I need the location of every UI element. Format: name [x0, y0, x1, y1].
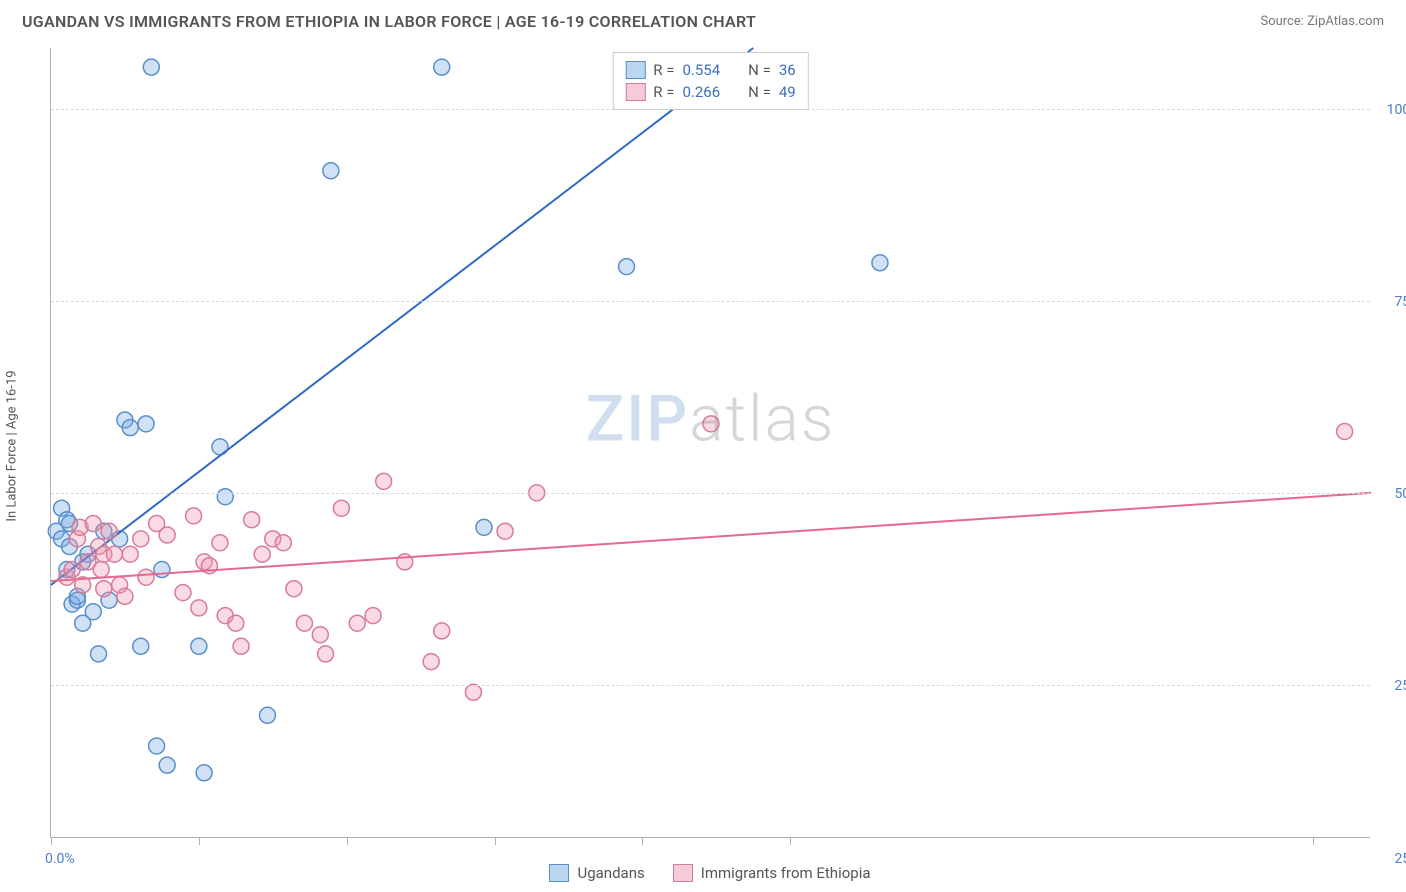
y-tick-label: 100.0% — [1376, 102, 1406, 118]
data-point — [619, 259, 635, 275]
legend-swatch — [549, 864, 569, 882]
n-label: N = — [748, 83, 771, 101]
x-tick — [790, 837, 791, 845]
trend-line — [51, 493, 1371, 581]
data-point — [122, 420, 138, 436]
legend-swatch — [673, 864, 693, 882]
data-point — [465, 684, 481, 700]
n-value: 49 — [779, 83, 796, 101]
data-point — [233, 638, 249, 654]
data-point — [175, 585, 191, 601]
legend-item: Immigrants from Ethiopia — [673, 864, 871, 882]
series-legend: Ugandans Immigrants from Ethiopia — [50, 864, 1370, 882]
x-tick-label-max: 25.0% — [1376, 851, 1406, 867]
y-tick-label: 25.0% — [1376, 678, 1406, 694]
data-point — [149, 738, 165, 754]
data-point — [365, 608, 381, 624]
trend-line — [51, 48, 753, 585]
data-point — [64, 562, 80, 578]
legend-row: R = 0.266 N = 49 — [625, 81, 795, 103]
data-point — [212, 535, 228, 551]
data-point — [259, 707, 275, 723]
data-point — [106, 546, 122, 562]
legend-label: Ugandans — [577, 864, 644, 882]
x-tick — [642, 837, 643, 845]
chart-area: ZIPatlas R =0.554N =36R =0.266N =49 25.0… — [50, 48, 1370, 838]
data-point — [275, 535, 291, 551]
data-point — [434, 59, 450, 75]
data-point — [244, 512, 260, 528]
data-point — [91, 646, 107, 662]
gridline: 75.0% — [51, 301, 1370, 302]
legend-label: Immigrants from Ethiopia — [701, 864, 871, 882]
data-point — [159, 527, 175, 543]
data-point — [497, 523, 513, 539]
data-point — [191, 600, 207, 616]
y-tick-label: 50.0% — [1376, 486, 1406, 502]
x-tick — [495, 837, 496, 845]
data-point — [122, 546, 138, 562]
r-value: 0.266 — [682, 83, 720, 101]
data-point — [154, 562, 170, 578]
data-point — [138, 416, 154, 432]
data-point — [376, 473, 392, 489]
data-point — [434, 623, 450, 639]
x-tick — [347, 837, 348, 845]
legend-swatch — [625, 61, 645, 79]
x-tick — [1313, 837, 1314, 845]
data-point — [85, 516, 101, 532]
source-label: Source: ZipAtlas.com — [1260, 14, 1384, 29]
plot-svg — [51, 48, 1370, 837]
data-point — [1337, 423, 1353, 439]
n-label: N = — [748, 61, 771, 79]
data-point — [85, 604, 101, 620]
legend-swatch — [625, 83, 645, 101]
data-point — [191, 638, 207, 654]
data-point — [196, 765, 212, 781]
data-point — [423, 654, 439, 670]
chart-title: UGANDAN VS IMMIGRANTS FROM ETHIOPIA IN L… — [22, 12, 756, 31]
data-point — [143, 59, 159, 75]
data-point — [133, 638, 149, 654]
data-point — [323, 163, 339, 179]
data-point — [133, 531, 149, 547]
data-point — [312, 627, 328, 643]
r-label: R = — [653, 61, 674, 79]
data-point — [186, 508, 202, 524]
data-point — [703, 416, 719, 432]
gridline: 25.0% — [51, 685, 1370, 686]
data-point — [96, 581, 112, 597]
data-point — [228, 615, 244, 631]
data-point — [318, 646, 334, 662]
data-point — [117, 588, 133, 604]
x-tick — [199, 837, 200, 845]
data-point — [286, 581, 302, 597]
gridline: 50.0% — [51, 493, 1370, 494]
data-point — [138, 569, 154, 585]
r-label: R = — [653, 83, 674, 101]
data-point — [349, 615, 365, 631]
correlation-legend: R = 0.554 N = 36 R = 0.266 N = 49 — [612, 52, 808, 110]
y-tick-label: 75.0% — [1376, 294, 1406, 310]
legend-row: R = 0.554 N = 36 — [625, 59, 795, 81]
data-point — [159, 757, 175, 773]
data-point — [296, 615, 312, 631]
data-point — [101, 523, 117, 539]
r-value: 0.554 — [682, 61, 720, 79]
data-point — [93, 562, 109, 578]
x-tick — [51, 837, 52, 845]
data-point — [872, 255, 888, 271]
y-axis-label: In Labor Force | Age 16-19 — [5, 370, 20, 521]
n-value: 36 — [779, 61, 796, 79]
data-point — [254, 546, 270, 562]
data-point — [217, 489, 233, 505]
data-point — [333, 500, 349, 516]
data-point — [476, 519, 492, 535]
legend-item: Ugandans — [549, 864, 644, 882]
header: UGANDAN VS IMMIGRANTS FROM ETHIOPIA IN L… — [0, 0, 1406, 39]
